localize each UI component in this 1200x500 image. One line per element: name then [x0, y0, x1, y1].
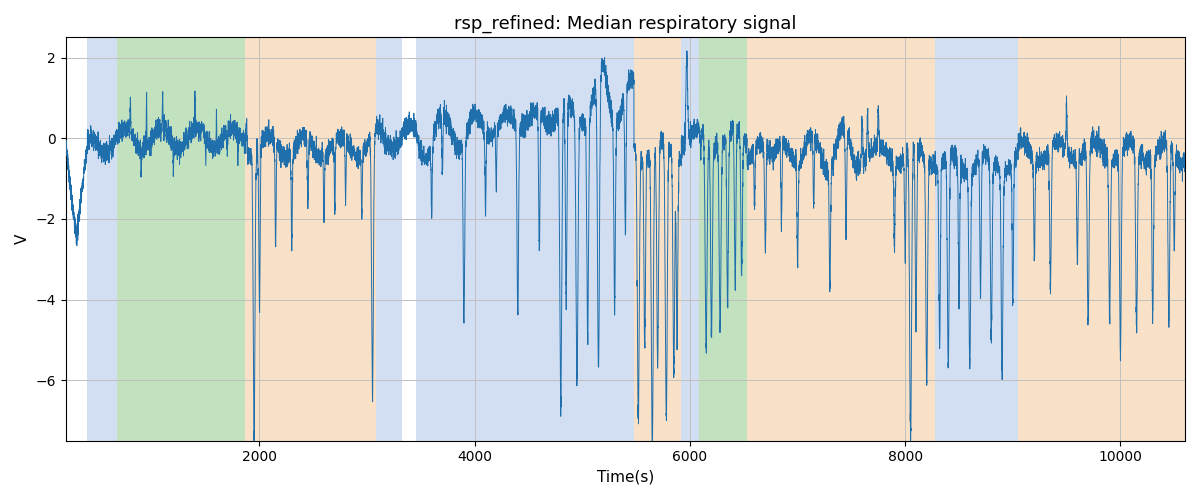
Bar — [246, 38, 376, 440]
Y-axis label: V: V — [16, 234, 30, 244]
Bar — [634, 38, 682, 440]
Bar — [1018, 38, 1186, 440]
Bar — [935, 38, 1018, 440]
Bar — [88, 38, 118, 440]
X-axis label: Time(s): Time(s) — [596, 470, 654, 485]
Bar — [376, 38, 402, 440]
Bar — [746, 38, 857, 440]
Bar — [118, 38, 246, 440]
Bar — [682, 38, 698, 440]
Bar — [698, 38, 746, 440]
Bar — [415, 38, 634, 440]
Bar — [857, 38, 935, 440]
Title: rsp_refined: Median respiratory signal: rsp_refined: Median respiratory signal — [454, 15, 797, 34]
